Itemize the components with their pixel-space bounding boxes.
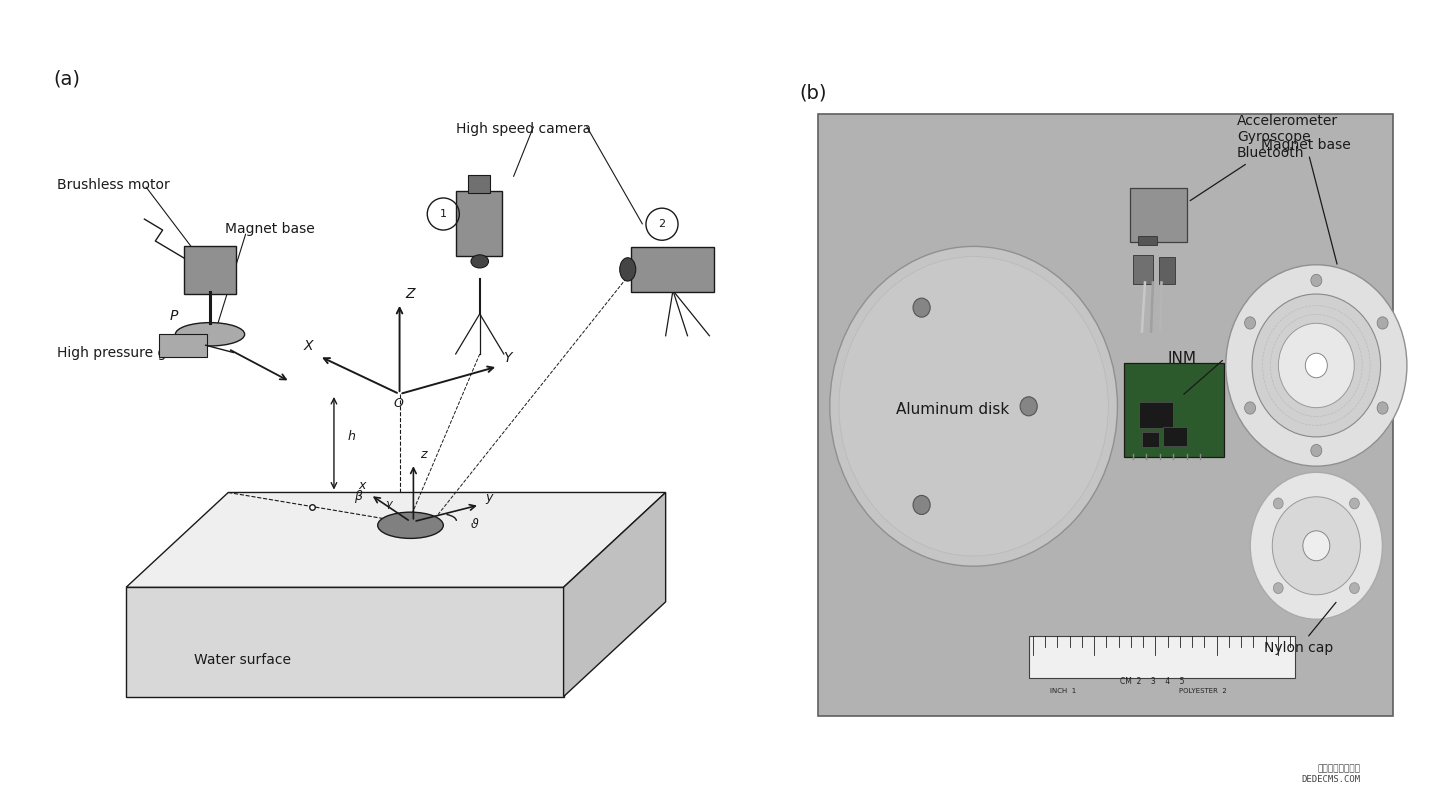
FancyBboxPatch shape — [1138, 236, 1156, 245]
Circle shape — [1279, 323, 1354, 407]
Text: x: x — [359, 479, 366, 492]
Text: Magnet base: Magnet base — [1261, 138, 1351, 264]
Text: Water surface: Water surface — [194, 653, 291, 667]
Text: Brushless motor: Brushless motor — [58, 178, 170, 192]
Text: 1: 1 — [439, 209, 446, 219]
Text: High speed camera: High speed camera — [456, 122, 590, 136]
FancyBboxPatch shape — [456, 190, 501, 256]
Circle shape — [840, 257, 1109, 556]
Ellipse shape — [377, 512, 444, 539]
Text: z: z — [420, 448, 426, 461]
Text: (a): (a) — [53, 70, 81, 88]
Bar — [1028, 637, 1295, 679]
FancyBboxPatch shape — [1125, 363, 1224, 457]
Circle shape — [1377, 317, 1388, 329]
Circle shape — [913, 496, 930, 514]
Circle shape — [1303, 531, 1329, 561]
Text: X: X — [304, 339, 312, 353]
Ellipse shape — [176, 322, 245, 346]
Circle shape — [1349, 582, 1359, 594]
Circle shape — [913, 298, 930, 318]
Circle shape — [1244, 317, 1256, 329]
FancyBboxPatch shape — [184, 246, 236, 294]
Circle shape — [1310, 445, 1322, 457]
Circle shape — [1377, 402, 1388, 414]
FancyBboxPatch shape — [1159, 258, 1175, 283]
Text: $\vartheta$: $\vartheta$ — [471, 518, 480, 531]
Text: 织梦内容管理系统
DEDECMS.COM: 织梦内容管理系统 DEDECMS.COM — [1302, 764, 1361, 784]
Text: $\beta$: $\beta$ — [354, 488, 363, 505]
Text: Accelerometer
Gyroscope
Bluetooth: Accelerometer Gyroscope Bluetooth — [1189, 113, 1338, 201]
FancyBboxPatch shape — [468, 175, 490, 193]
Text: Y: Y — [503, 351, 511, 365]
Circle shape — [1250, 472, 1382, 620]
Bar — [1139, 403, 1172, 428]
Text: High pressure gas: High pressure gas — [58, 346, 181, 360]
Circle shape — [1310, 275, 1322, 287]
FancyBboxPatch shape — [158, 334, 207, 357]
FancyBboxPatch shape — [1130, 188, 1187, 242]
Text: P: P — [170, 309, 179, 322]
Circle shape — [1273, 582, 1283, 594]
Polygon shape — [563, 492, 665, 697]
Text: $\gamma$: $\gamma$ — [384, 499, 395, 511]
Circle shape — [1253, 294, 1381, 437]
Text: Nylon cap: Nylon cap — [1264, 603, 1336, 654]
FancyBboxPatch shape — [631, 247, 714, 292]
Text: h: h — [347, 429, 354, 442]
Circle shape — [1273, 498, 1283, 509]
Circle shape — [1020, 397, 1037, 416]
Text: (b): (b) — [799, 83, 827, 102]
Text: POLYESTER  2: POLYESTER 2 — [1179, 688, 1227, 694]
Circle shape — [1305, 353, 1328, 377]
Text: Z: Z — [406, 287, 415, 301]
Polygon shape — [127, 492, 665, 587]
Ellipse shape — [619, 258, 635, 281]
Circle shape — [1349, 498, 1359, 509]
Bar — [818, 113, 1392, 716]
Ellipse shape — [471, 255, 488, 268]
Circle shape — [1244, 402, 1256, 414]
Text: y: y — [485, 491, 492, 505]
Text: INM: INM — [1168, 352, 1197, 366]
Circle shape — [1225, 265, 1407, 467]
Text: Magnet base: Magnet base — [225, 222, 314, 236]
Circle shape — [829, 246, 1117, 566]
Polygon shape — [127, 587, 563, 697]
Text: Aluminum disk: Aluminum disk — [896, 403, 1009, 417]
Circle shape — [1273, 497, 1361, 595]
Text: O: O — [393, 397, 403, 410]
FancyBboxPatch shape — [1133, 255, 1153, 284]
Text: 2: 2 — [658, 220, 665, 229]
Bar — [1164, 427, 1187, 446]
Text: INCH  1: INCH 1 — [1050, 688, 1076, 694]
Text: CM  2    3    4    5: CM 2 3 4 5 — [1120, 677, 1185, 686]
Bar — [1142, 433, 1159, 447]
